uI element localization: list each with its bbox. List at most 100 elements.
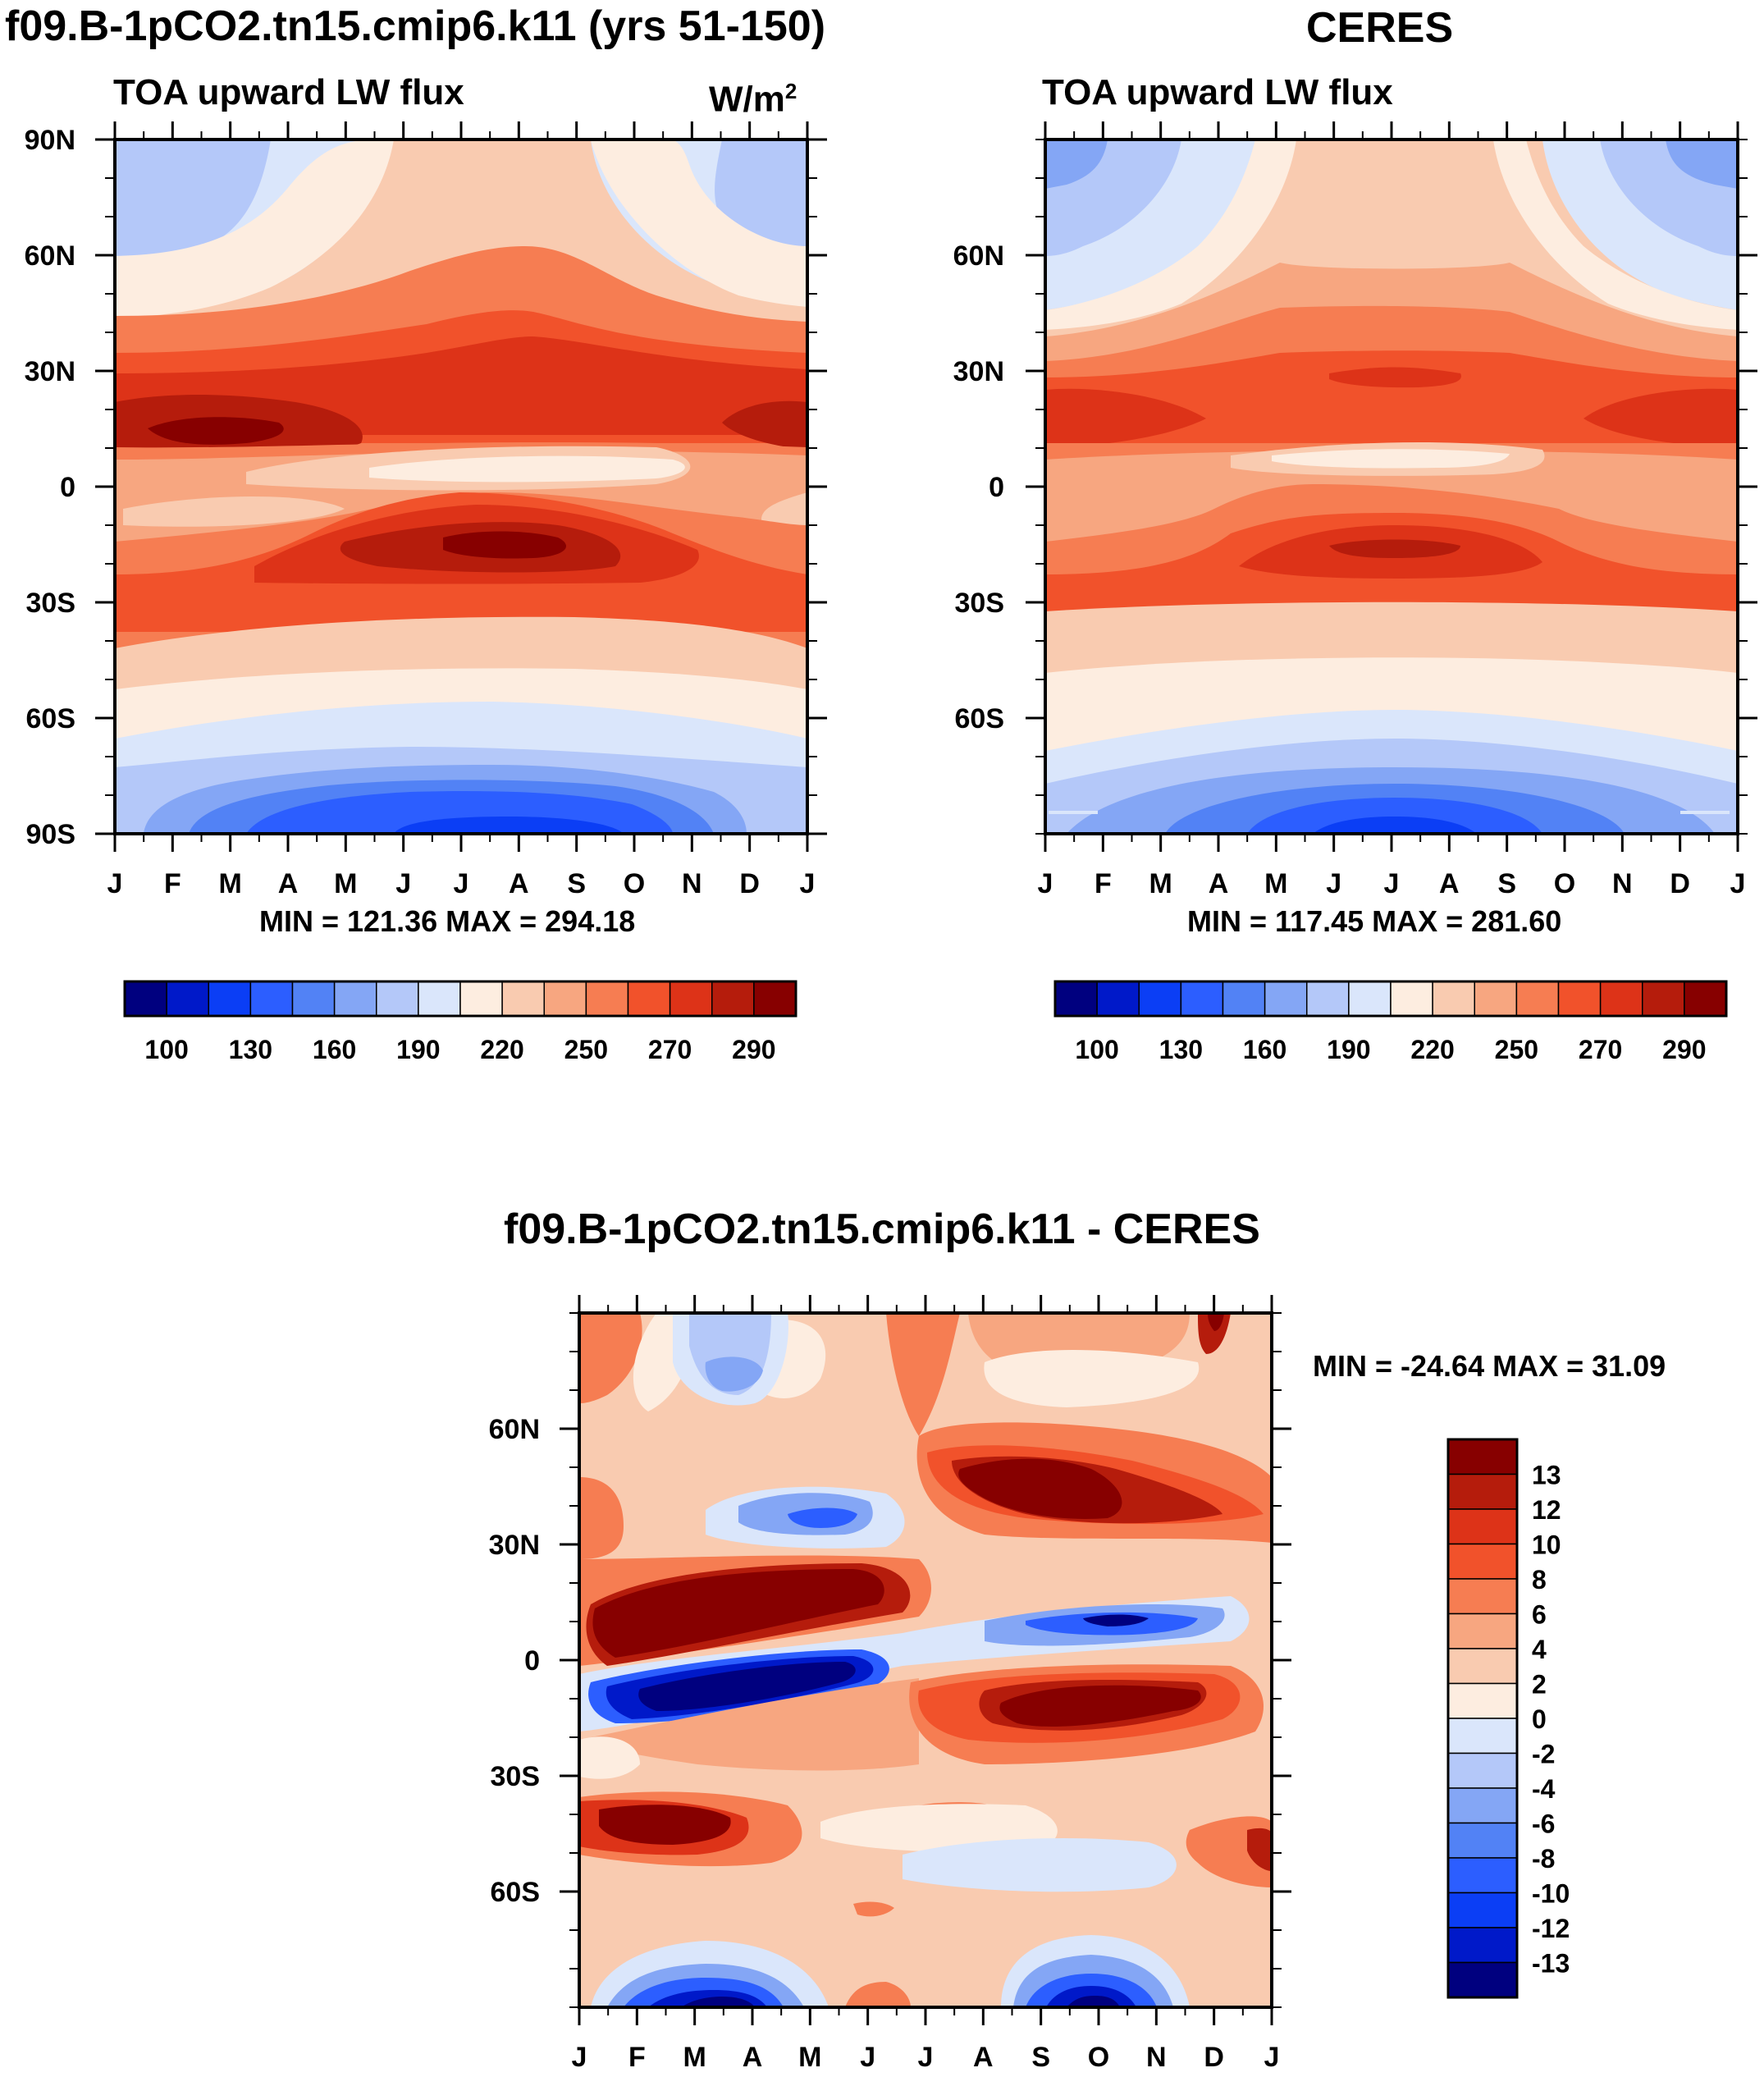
colorbar-swatch: [1390, 981, 1433, 1017]
colorbar-label: 190: [396, 1035, 440, 1064]
x-tick-label: O: [1554, 868, 1575, 899]
x-tick-label: J: [395, 868, 411, 899]
y-tick-label: 30S: [491, 1761, 541, 1792]
colorbar-swatch: [1557, 981, 1602, 1017]
colorbar-label: 290: [732, 1035, 775, 1064]
colorbar-swatch: [1474, 981, 1518, 1017]
y-tick-label: 60S: [955, 703, 1005, 734]
diff-blob: [638, 1662, 856, 1711]
x-tick-label: M: [219, 868, 242, 899]
colorbar-swatch: [501, 981, 545, 1017]
y-tick-label: 60N: [953, 240, 1004, 272]
x-tick-label: A: [743, 2042, 763, 2073]
y-tick-label: 30N: [25, 356, 75, 387]
colorbar-swatch: [376, 981, 419, 1017]
x-tick-label: J: [1730, 868, 1746, 899]
x-tick-label: F: [1095, 868, 1112, 899]
x-tick-label: M: [683, 2042, 706, 2073]
colorbar-label: 13: [1532, 1461, 1561, 1490]
colorbar-label: 100: [1075, 1035, 1118, 1064]
x-tick-label: N: [1146, 2042, 1167, 2073]
diff-panel: J F M A M J J A S O N D J 60N 30N 0 30S 60S: [489, 1295, 1291, 2073]
colorbar-swatch: [1222, 981, 1266, 1017]
y-tick-label: 0: [524, 1645, 540, 1677]
colorbar-swatch: [1096, 981, 1140, 1017]
model-contour-field: [115, 140, 807, 834]
ceres-band-nh: [1583, 388, 1738, 447]
x-tick-label: A: [1439, 868, 1460, 899]
diff-blob: [1247, 1828, 1272, 1871]
y-tick-label: 60S: [491, 1877, 541, 1908]
diff-blob: [984, 1350, 1200, 1407]
colorbar-label: 290: [1662, 1035, 1706, 1064]
colorbar-label: -4: [1532, 1774, 1556, 1804]
model-subtitle: TOA upward LW flux: [113, 72, 464, 112]
x-tick-label: A: [973, 2042, 994, 2073]
y-tick-label: 0: [989, 472, 1004, 503]
diff-plot-title: f09.B-1pCO2.tn15.cmip6.k11 - CERES: [504, 1205, 1260, 1253]
units-superscript: 2: [784, 79, 797, 103]
colorbar-swatch: [585, 981, 629, 1017]
diff-blob: [999, 1685, 1201, 1727]
x-tick-label: J: [918, 2042, 934, 2073]
ceres-panel: J F M A M J J A S O N D J 60N 30N 0 30S 60S: [953, 121, 1757, 899]
colorbar-swatch: [1432, 981, 1475, 1017]
x-tick-label: M: [1264, 868, 1287, 899]
colorbar-swatch: [1447, 1508, 1518, 1545]
colorbar-label: 2: [1532, 1670, 1547, 1700]
x-tick-label: J: [1326, 868, 1341, 899]
diff-colorbar: 13 12 10 8 6 4 2 0 -2 -4 -6 -8 -10 -12 -13: [1446, 1438, 1570, 1999]
colorbar-label: -2: [1532, 1740, 1555, 1769]
colorbar-label: 250: [564, 1035, 608, 1064]
y-tick-label: 60S: [26, 703, 76, 734]
diff-blob: [820, 1804, 1058, 1852]
colorbar-label: 10: [1532, 1530, 1561, 1560]
x-tick-label: F: [628, 2042, 646, 2073]
colorbar-swatch: [1447, 1682, 1518, 1719]
colorbar-swatch: [1348, 981, 1392, 1017]
model-plot-title: f09.B-1pCO2.tn15.cmip6.k11 (yrs 51-150): [5, 2, 826, 50]
x-tick-label: N: [682, 868, 702, 899]
x-tick-label: J: [1384, 868, 1400, 899]
y-tick-label: 60N: [489, 1414, 540, 1445]
ceres-pole-artifact: [1049, 811, 1098, 814]
model-ticks: J F M A M J J A S O N D J 90N 60N 30N 0 30S 60S 90S: [25, 121, 827, 899]
colorbar-swatch: [1447, 1473, 1518, 1510]
colorbar-swatch: [627, 981, 671, 1017]
x-tick-label: D: [1204, 2042, 1224, 2073]
colorbar-swatch: [1447, 1752, 1518, 1789]
colorbar-swatch: [1447, 1892, 1518, 1928]
diff-blob: [579, 1736, 640, 1779]
diff-blob: [579, 1678, 919, 1771]
model-band-npole2: [115, 140, 271, 256]
colorbar-label: -12: [1532, 1914, 1570, 1943]
model-band-n-pale: [115, 140, 394, 318]
colorbar-label: 270: [648, 1035, 692, 1064]
x-tick-label: F: [164, 868, 181, 899]
diff-blob: [1083, 1614, 1149, 1626]
x-tick-label: A: [278, 868, 299, 899]
colorbar-label: 270: [1579, 1035, 1622, 1064]
y-tick-label: 90N: [25, 125, 75, 156]
x-tick-label: O: [1088, 2042, 1109, 2073]
colorbar-label: -6: [1532, 1809, 1555, 1839]
x-tick-label: D: [1670, 868, 1690, 899]
colorbar-swatch: [543, 981, 587, 1017]
colorbar-label: 4: [1532, 1635, 1547, 1664]
diff-blob: [681, 1997, 755, 2007]
colorbar-swatch: [1138, 981, 1182, 1017]
units-label: W/m2: [709, 79, 797, 121]
x-tick-label: J: [860, 2042, 875, 2073]
colorbar-swatch: [1447, 1822, 1518, 1859]
colorbar-swatch: [333, 981, 377, 1017]
colorbar-label: 250: [1495, 1035, 1538, 1064]
diff-blob: [579, 1313, 642, 1403]
ceres-contour-field: [1045, 140, 1738, 834]
ceres-band-n-pale: [1045, 140, 1296, 330]
colorbar-swatch: [1447, 1648, 1518, 1685]
colorbar-label: 6: [1532, 1600, 1547, 1630]
diff-blob: [705, 1356, 763, 1392]
x-tick-label: M: [1149, 868, 1172, 899]
y-tick-label: 30N: [489, 1530, 540, 1561]
